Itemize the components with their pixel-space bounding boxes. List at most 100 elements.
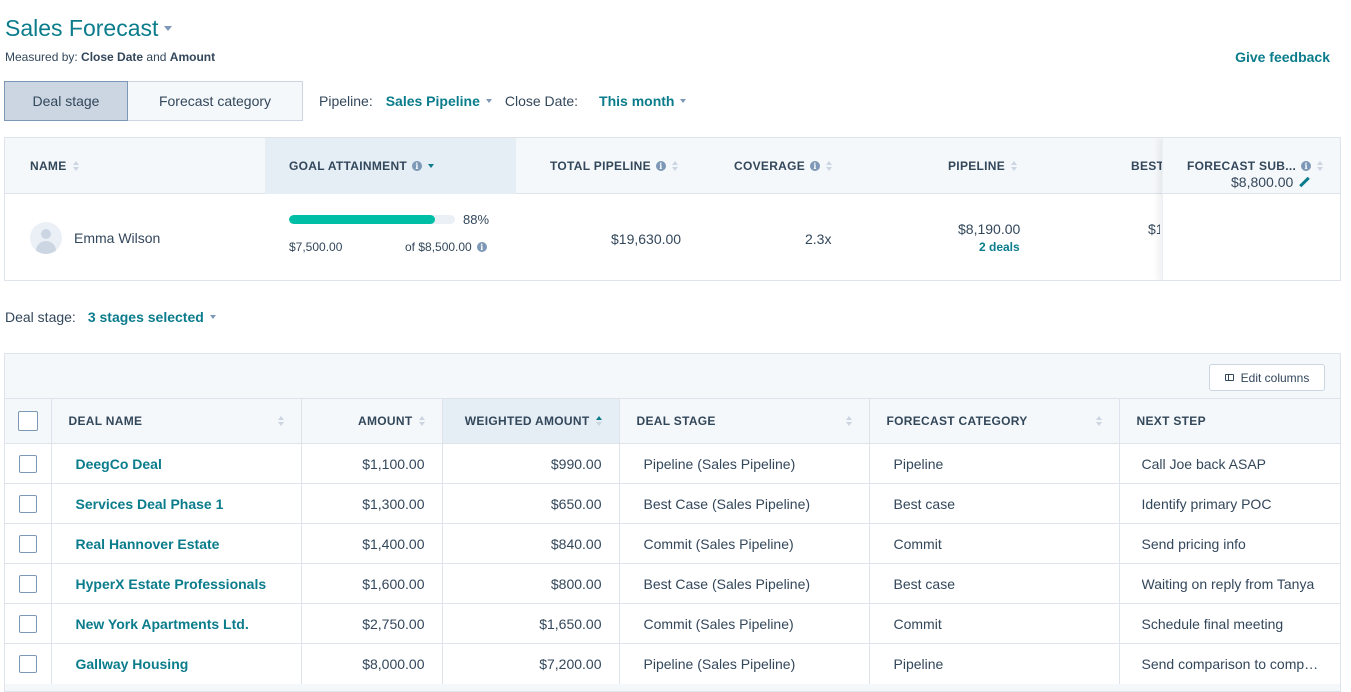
col-next-step-header[interactable]: NEXT STEP xyxy=(1119,398,1340,444)
deal-stage-cell[interactable]: Pipeline (Sales Pipeline) xyxy=(619,443,870,484)
weighted-amount-cell: $800.00 xyxy=(442,563,620,604)
row-checkbox[interactable] xyxy=(18,494,37,513)
col-name-header[interactable]: NAME xyxy=(30,138,79,194)
pipeline-filter-label: Pipeline: xyxy=(319,93,373,109)
amount-cell: $8,000.00 xyxy=(301,643,443,684)
col-forecast-category-label: FORECAST CATEGORY xyxy=(886,414,1028,428)
col-goal-header[interactable]: GOAL ATTAINMENT i xyxy=(289,138,435,194)
info-icon[interactable]: i xyxy=(810,161,821,171)
sort-icon xyxy=(1011,161,1018,171)
deal-stage-cell[interactable]: Best Case (Sales Pipeline) xyxy=(619,563,870,604)
next-step-cell[interactable]: Call Joe back ASAP xyxy=(1118,443,1340,484)
table-row: DeegCo Deal $1,100.00 $990.00 Pipeline (… xyxy=(5,443,1340,484)
col-forecast-category-header[interactable]: FORECAST CATEGORY xyxy=(869,398,1120,444)
col-amount-header[interactable]: AMOUNT xyxy=(301,398,443,444)
summary-row: Emma Wilson 88% $7,500.00 of $8,500.00 i… xyxy=(5,194,1340,280)
close-date-filter-dropdown[interactable]: This month xyxy=(599,93,687,109)
info-icon[interactable]: i xyxy=(655,161,666,171)
next-step-text: Send pricing info xyxy=(1141,535,1246,552)
deal-stage-filter-label: Deal stage: xyxy=(5,309,76,325)
deal-stage-filter-value: 3 stages selected xyxy=(87,309,204,325)
pencil-icon[interactable] xyxy=(1299,177,1310,188)
col-weighted-amount-label: WEIGHTED AMOUNT xyxy=(464,414,590,428)
row-checkbox[interactable] xyxy=(18,614,37,633)
next-step-text: Send comparison to compet... xyxy=(1141,655,1325,672)
col-deal-name-label: DEAL NAME xyxy=(68,414,143,428)
forecast-category-cell[interactable]: Best case xyxy=(869,483,1120,524)
col-deal-name-header[interactable]: DEAL NAME xyxy=(51,398,302,444)
edit-columns-button[interactable]: Edit columns xyxy=(1209,364,1325,391)
row-checkbox[interactable] xyxy=(18,654,37,673)
goal-column-highlight xyxy=(265,138,516,194)
measured-prefix: Measured by: xyxy=(5,50,78,64)
info-icon[interactable]: i xyxy=(476,242,487,252)
pipeline-value: $8,190.00 xyxy=(958,221,1021,237)
info-icon[interactable]: i xyxy=(412,161,423,171)
chevron-down-icon[interactable] xyxy=(164,26,173,31)
row-checkbox[interactable] xyxy=(18,574,37,593)
deal-stage-cell[interactable]: Pipeline (Sales Pipeline) xyxy=(619,643,870,684)
deal-stage-cell[interactable]: Best Case (Sales Pipeline) xyxy=(619,483,870,524)
col-pipeline-label: PIPELINE xyxy=(948,159,1006,173)
pipeline-deals-link[interactable]: 2 deals xyxy=(979,240,1020,254)
row-select-cell xyxy=(5,523,52,564)
deal-stage-cell[interactable]: Commit (Sales Pipeline) xyxy=(619,523,870,564)
row-select-cell xyxy=(5,443,52,484)
deal-stage-cell[interactable]: Commit (Sales Pipeline) xyxy=(619,603,870,644)
coverage-value: 2.3x xyxy=(805,231,832,247)
info-icon[interactable]: i xyxy=(1301,160,1312,171)
col-best-header[interactable]: BEST xyxy=(1131,138,1164,194)
measured-and: and xyxy=(146,50,167,64)
select-all-checkbox[interactable] xyxy=(17,411,38,431)
deal-stage-toggle-button[interactable]: Deal stage xyxy=(4,81,128,121)
forecast-submission-column: FORECAST SUB... i xyxy=(1162,138,1340,280)
next-step-cell[interactable]: Send pricing info xyxy=(1118,523,1340,564)
give-feedback-link[interactable]: Give feedback xyxy=(1235,49,1330,65)
col-pipeline-header[interactable]: PIPELINE xyxy=(948,138,1018,194)
col-coverage-header[interactable]: COVERAGE i xyxy=(734,138,833,194)
deal-stage-filter-dropdown[interactable]: 3 stages selected xyxy=(88,309,216,325)
deal-name-link[interactable]: Real Hannover Estate xyxy=(51,523,302,564)
next-step-cell[interactable]: Waiting on reply from Tanya xyxy=(1118,563,1340,604)
pipeline-filter-dropdown[interactable]: Sales Pipeline xyxy=(386,93,492,109)
col-best-label: BEST xyxy=(1131,159,1165,173)
deals-table-container: Edit columns DEAL NAME AMOUNT WEIGHTED A… xyxy=(4,353,1341,692)
row-checkbox[interactable] xyxy=(18,454,37,473)
next-step-cell[interactable]: Identify primary POC xyxy=(1118,483,1340,524)
sort-icon xyxy=(845,416,852,426)
deal-name-link[interactable]: New York Apartments Ltd. xyxy=(51,603,302,644)
deal-name-link[interactable]: Services Deal Phase 1 xyxy=(51,483,302,524)
total-pipeline-value: $19,630.00 xyxy=(611,231,682,247)
weighted-amount-cell: $840.00 xyxy=(442,523,620,564)
sort-icon xyxy=(1317,160,1324,171)
col-total-pipeline-header[interactable]: TOTAL PIPELINE i xyxy=(550,138,678,194)
forecast-category-cell[interactable]: Pipeline xyxy=(869,443,1120,484)
next-step-cell[interactable]: Schedule final meeting xyxy=(1118,603,1340,644)
forecast-category-cell[interactable]: Commit xyxy=(869,603,1120,644)
page-title[interactable]: Sales Forecast xyxy=(5,15,173,42)
col-forecast-sub-header[interactable]: FORECAST SUB... i xyxy=(1163,138,1340,194)
amount-cell: $2,750.00 xyxy=(301,603,443,644)
next-step-cell[interactable]: Send comparison to compet... xyxy=(1118,643,1340,684)
deal-name-link[interactable]: HyperX Estate Professionals xyxy=(51,563,302,604)
deal-name-link[interactable]: Gallway Housing xyxy=(51,643,302,684)
forecast-category-toggle-button[interactable]: Forecast category xyxy=(128,81,303,121)
sort-icon xyxy=(72,161,79,171)
sort-icon xyxy=(277,416,284,426)
row-checkbox[interactable] xyxy=(18,534,37,553)
col-weighted-amount-header[interactable]: WEIGHTED AMOUNT xyxy=(442,398,620,444)
forecast-submission-cell: $8,800.00 xyxy=(1231,174,1310,190)
table-row: Gallway Housing $8,000.00 $7,200.00 Pipe… xyxy=(5,643,1340,684)
deal-name-link[interactable]: DeegCo Deal xyxy=(51,443,302,484)
forecast-category-cell[interactable]: Pipeline xyxy=(869,643,1120,684)
weighted-amount-cell: $990.00 xyxy=(442,443,620,484)
forecast-category-cell[interactable]: Commit xyxy=(869,523,1120,564)
sort-icon xyxy=(1095,416,1102,426)
forecast-category-cell[interactable]: Best case xyxy=(869,563,1120,604)
measured-field-close-date: Close Date xyxy=(81,50,144,64)
col-coverage-label: COVERAGE xyxy=(734,159,806,173)
amount-cell: $1,400.00 xyxy=(301,523,443,564)
best-case-value: $1 xyxy=(1148,221,1160,237)
col-deal-stage-header[interactable]: DEAL STAGE xyxy=(619,398,870,444)
col-forecast-sub-label: FORECAST SUB... xyxy=(1187,158,1297,173)
